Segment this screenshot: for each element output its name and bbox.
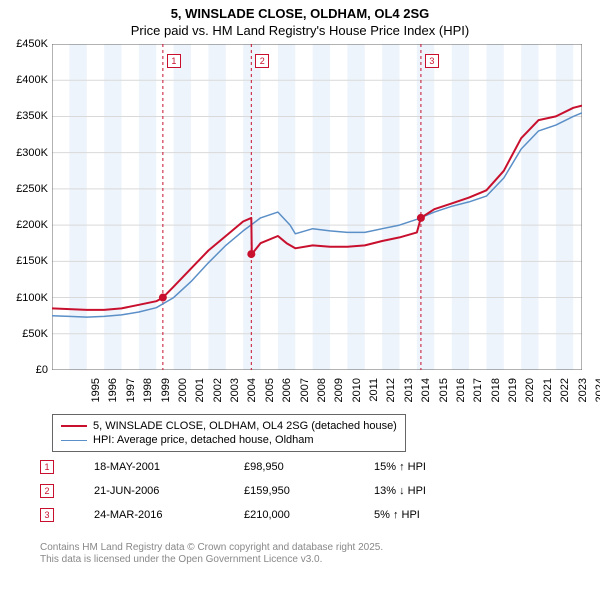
x-tick-label: 2011 [368, 378, 380, 418]
x-tick-label: 2020 [524, 378, 536, 418]
transaction-price: £159,950 [244, 485, 374, 497]
x-tick-label: 2007 [299, 378, 311, 418]
x-tick-label: 1995 [90, 378, 102, 418]
legend: 5, WINSLADE CLOSE, OLDHAM, OL4 2SG (deta… [52, 414, 406, 452]
x-tick-label: 1999 [160, 378, 172, 418]
x-tick-label: 2008 [316, 378, 328, 418]
attribution-footer: Contains HM Land Registry data © Crown c… [40, 542, 383, 566]
transaction-row: 2 21-JUN-2006£159,95013% ↓ HPI [40, 484, 580, 498]
y-tick-label: £400K [2, 74, 48, 86]
x-tick-label: 2003 [229, 378, 241, 418]
x-tick-label: 2006 [281, 378, 293, 418]
y-tick-label: £250K [2, 183, 48, 195]
x-tick-label: 2016 [455, 378, 467, 418]
chart-marker-3: 3 [425, 54, 439, 68]
transaction-hpi-diff: 15% ↑ HPI [374, 461, 514, 473]
footer-line1: Contains HM Land Registry data © Crown c… [40, 542, 383, 554]
x-tick-label: 2017 [472, 378, 484, 418]
legend-swatch [61, 425, 87, 427]
x-tick-label: 2004 [246, 378, 258, 418]
x-tick-label: 2009 [333, 378, 345, 418]
y-tick-label: £0 [2, 364, 48, 376]
x-tick-label: 2012 [385, 378, 397, 418]
y-tick-label: £300K [2, 147, 48, 159]
x-tick-label: 1996 [107, 378, 119, 418]
x-tick-label: 2002 [212, 378, 224, 418]
legend-swatch [61, 440, 87, 441]
y-tick-label: £100K [2, 292, 48, 304]
transaction-hpi-diff: 5% ↑ HPI [374, 509, 514, 521]
legend-label: 5, WINSLADE CLOSE, OLDHAM, OL4 2SG (deta… [93, 419, 397, 433]
chart-title-line1: 5, WINSLADE CLOSE, OLDHAM, OL4 2SG [0, 0, 600, 21]
legend-item-hpi: HPI: Average price, detached house, Oldh… [61, 433, 397, 447]
chart-canvas [52, 44, 582, 370]
transaction-row: 1 18-MAY-2001£98,95015% ↑ HPI [40, 460, 580, 474]
x-tick-label: 2001 [194, 378, 206, 418]
x-tick-label: 2023 [577, 378, 589, 418]
transaction-marker: 3 [40, 508, 54, 522]
transaction-date: 24-MAR-2016 [94, 509, 244, 521]
transaction-marker: 2 [40, 484, 54, 498]
x-tick-label: 1998 [142, 378, 154, 418]
chart-marker-1: 1 [167, 54, 181, 68]
transaction-row: 3 24-MAR-2016£210,0005% ↑ HPI [40, 508, 580, 522]
x-tick-label: 2010 [351, 378, 363, 418]
line-chart: £0£50K£100K£150K£200K£250K£300K£350K£400… [52, 44, 582, 370]
y-tick-label: £350K [2, 110, 48, 122]
x-tick-label: 2021 [542, 378, 554, 418]
x-tick-label: 2014 [420, 378, 432, 418]
x-tick-label: 2019 [507, 378, 519, 418]
y-tick-label: £50K [2, 328, 48, 340]
x-tick-label: 2015 [438, 378, 450, 418]
x-tick-label: 2005 [264, 378, 276, 418]
transaction-marker: 1 [40, 460, 54, 474]
transaction-hpi-diff: 13% ↓ HPI [374, 485, 514, 497]
legend-label: HPI: Average price, detached house, Oldh… [93, 433, 314, 447]
legend-item-property: 5, WINSLADE CLOSE, OLDHAM, OL4 2SG (deta… [61, 419, 397, 433]
x-tick-label: 2013 [403, 378, 415, 418]
transaction-price: £98,950 [244, 461, 374, 473]
chart-title-line2: Price paid vs. HM Land Registry's House … [0, 21, 600, 38]
transaction-price: £210,000 [244, 509, 374, 521]
y-tick-label: £150K [2, 255, 48, 267]
x-tick-label: 2018 [490, 378, 502, 418]
y-tick-label: £450K [2, 38, 48, 50]
transaction-date: 21-JUN-2006 [94, 485, 244, 497]
transaction-date: 18-MAY-2001 [94, 461, 244, 473]
x-tick-label: 1997 [125, 378, 137, 418]
x-tick-label: 2022 [559, 378, 571, 418]
y-tick-label: £200K [2, 219, 48, 231]
footer-line2: This data is licensed under the Open Gov… [40, 554, 383, 566]
x-tick-label: 2024 [594, 378, 600, 418]
chart-marker-2: 2 [255, 54, 269, 68]
x-tick-label: 2000 [177, 378, 189, 418]
